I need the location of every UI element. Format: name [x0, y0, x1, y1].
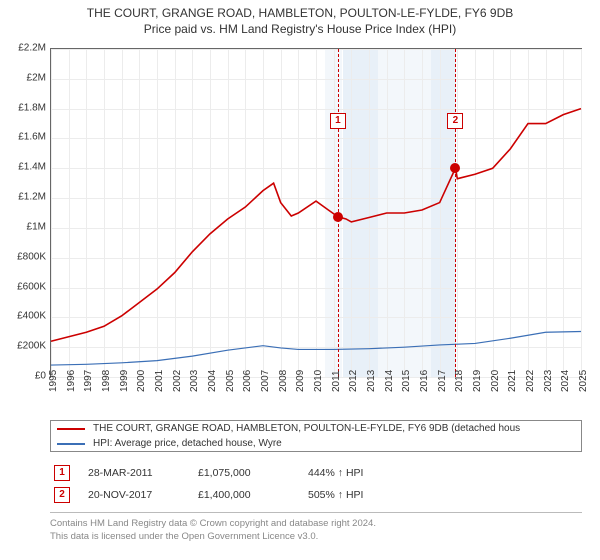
- ytick-label: £200K: [6, 341, 46, 352]
- legend-label-1: THE COURT, GRANGE ROAD, HAMBLETON, POULT…: [93, 423, 520, 434]
- ytick-label: £2.2M: [6, 43, 46, 54]
- event-badge: 2: [447, 113, 463, 129]
- xtick-label: 2021: [507, 370, 518, 392]
- event-date-1: 28-MAR-2011: [88, 467, 198, 479]
- xtick-label: 2006: [242, 370, 253, 392]
- event-row-2: 2 20-NOV-2017 £1,400,000 505% ↑ HPI: [50, 484, 582, 506]
- xtick-label: 2018: [454, 370, 465, 392]
- ytick-label: £400K: [6, 311, 46, 322]
- xtick-label: 2024: [560, 370, 571, 392]
- ytick-label: £1M: [6, 221, 46, 232]
- xtick-label: 2023: [543, 370, 554, 392]
- xtick-label: 2003: [189, 370, 200, 392]
- series-line-2: [51, 332, 581, 366]
- xtick-label: 2010: [313, 370, 324, 392]
- legend-swatch-2: [57, 443, 85, 445]
- event-price-1: £1,075,000: [198, 467, 308, 479]
- xtick-label: 1999: [119, 370, 130, 392]
- event-badge-1: 1: [54, 465, 70, 481]
- ytick-label: £1.8M: [6, 102, 46, 113]
- xtick-label: 2016: [419, 370, 430, 392]
- xtick-label: 2014: [384, 370, 395, 392]
- xtick-label: 1997: [83, 370, 94, 392]
- legend-swatch-1: [57, 428, 85, 430]
- series-line-1: [51, 109, 581, 342]
- xtick-label: 2025: [578, 370, 589, 392]
- footer-line2: This data is licensed under the Open Gov…: [50, 531, 582, 544]
- xtick-label: 1995: [48, 370, 59, 392]
- xtick-label: 2011: [331, 370, 342, 392]
- ytick-label: £800K: [6, 251, 46, 262]
- event-price-2: £1,400,000: [198, 489, 308, 501]
- event-date-2: 20-NOV-2017: [88, 489, 198, 501]
- xtick-label: 2004: [207, 370, 218, 392]
- line-layer: [51, 49, 581, 377]
- xtick-label: 1998: [101, 370, 112, 392]
- plot-area: 12: [50, 48, 582, 378]
- chart-container: THE COURT, GRANGE ROAD, HAMBLETON, POULT…: [0, 0, 600, 560]
- legend-item-1: THE COURT, GRANGE ROAD, HAMBLETON, POULT…: [51, 421, 581, 436]
- events-table: 1 28-MAR-2011 £1,075,000 444% ↑ HPI 2 20…: [50, 462, 582, 506]
- xtick-label: 2005: [225, 370, 236, 392]
- xtick-label: 2007: [260, 370, 271, 392]
- event-line: [455, 49, 456, 377]
- legend: THE COURT, GRANGE ROAD, HAMBLETON, POULT…: [50, 420, 582, 452]
- xtick-label: 2019: [472, 370, 483, 392]
- ytick-label: £1.6M: [6, 132, 46, 143]
- xtick-label: 2001: [154, 370, 165, 392]
- ytick-label: £1.2M: [6, 192, 46, 203]
- xtick-label: 1996: [66, 370, 77, 392]
- ytick-label: £1.4M: [6, 162, 46, 173]
- event-row-1: 1 28-MAR-2011 £1,075,000 444% ↑ HPI: [50, 462, 582, 484]
- event-pct-1: 444% ↑ HPI: [308, 467, 418, 479]
- xtick-label: 2008: [278, 370, 289, 392]
- xtick-label: 2000: [136, 370, 147, 392]
- ytick-label: £600K: [6, 281, 46, 292]
- event-badge: 1: [330, 113, 346, 129]
- xtick-label: 2017: [437, 370, 448, 392]
- event-pct-2: 505% ↑ HPI: [308, 489, 418, 501]
- event-badge-2: 2: [54, 487, 70, 503]
- event-dot: [450, 163, 460, 173]
- footer: Contains HM Land Registry data © Crown c…: [50, 512, 582, 544]
- xtick-label: 2022: [525, 370, 536, 392]
- ytick-label: £2M: [6, 72, 46, 83]
- title-block: THE COURT, GRANGE ROAD, HAMBLETON, POULT…: [0, 0, 600, 36]
- xtick-label: 2020: [490, 370, 501, 392]
- title-line2: Price paid vs. HM Land Registry's House …: [0, 22, 600, 36]
- legend-label-2: HPI: Average price, detached house, Wyre: [93, 438, 282, 449]
- xtick-label: 2009: [295, 370, 306, 392]
- legend-item-2: HPI: Average price, detached house, Wyre: [51, 436, 581, 451]
- ytick-label: £0: [6, 371, 46, 382]
- xtick-label: 2015: [401, 370, 412, 392]
- xtick-label: 2012: [348, 370, 359, 392]
- xtick-label: 2013: [366, 370, 377, 392]
- xtick-label: 2002: [172, 370, 183, 392]
- event-dot: [333, 212, 343, 222]
- footer-line1: Contains HM Land Registry data © Crown c…: [50, 518, 582, 531]
- title-line1: THE COURT, GRANGE ROAD, HAMBLETON, POULT…: [0, 6, 600, 20]
